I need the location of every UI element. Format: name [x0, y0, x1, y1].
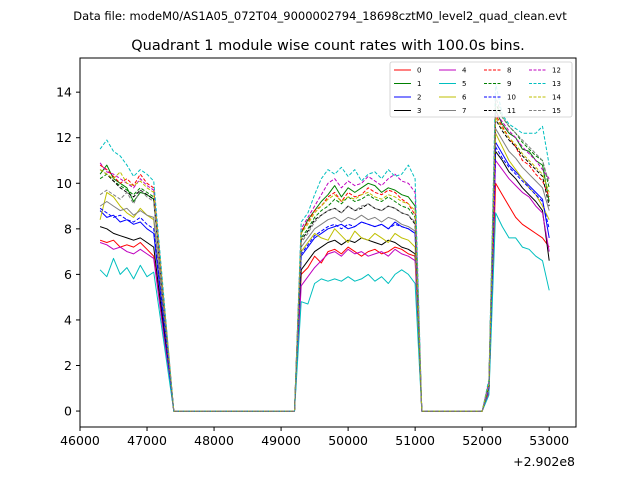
legend-label: 10 — [507, 94, 516, 102]
y-tick-label: 6 — [64, 267, 72, 282]
x-tick-label: 48000 — [194, 433, 234, 448]
x-tick-label: 50000 — [328, 433, 368, 448]
legend-label: 1 — [417, 80, 421, 88]
series-layer — [99, 82, 550, 412]
x-tick-label: 49000 — [261, 433, 301, 448]
legend-label: 8 — [507, 67, 511, 75]
legend-label: 3 — [417, 107, 421, 115]
x-tick-label: 53000 — [529, 433, 569, 448]
x-offset-label: +2.902e8 — [513, 454, 575, 469]
axes-frame — [79, 57, 577, 428]
figure-suptitle: Data file: modeM0/AS1A05_072T04_90000027… — [73, 9, 567, 23]
y-tick-label: 12 — [56, 130, 72, 145]
series-line-12 — [99, 112, 550, 412]
legend-label: 0 — [417, 67, 421, 75]
legend-label: 9 — [507, 80, 511, 88]
legend-label: 2 — [417, 94, 421, 102]
x-tick-label: 51000 — [395, 433, 435, 448]
legend-label: 7 — [462, 107, 466, 115]
y-tick-label: 8 — [64, 221, 72, 236]
y-tick-label: 14 — [56, 85, 72, 100]
y-tick-label: 10 — [56, 176, 72, 191]
legend-label: 4 — [462, 67, 467, 75]
legend-label: 12 — [552, 67, 561, 75]
x-tick-label: 47000 — [127, 433, 167, 448]
chart-title: Quadrant 1 module wise count rates with … — [131, 38, 525, 54]
y-axis: 0 2 4 6 8 10 12 14 — [56, 85, 80, 419]
legend-label: 5 — [462, 80, 466, 88]
x-tick-label: 46000 — [60, 433, 100, 448]
legend-label: 13 — [552, 80, 561, 88]
x-tick-label: 52000 — [462, 433, 502, 448]
y-tick-label: 2 — [64, 358, 72, 373]
legend-label: 15 — [552, 107, 561, 115]
legend-label: 14 — [552, 94, 561, 102]
legend-label: 6 — [462, 94, 467, 102]
series-line-15 — [99, 96, 550, 412]
plot-area — [79, 57, 577, 428]
x-axis: 46000 47000 48000 49000 50000 51000 52000 53000 — [60, 427, 569, 448]
y-tick-label: 0 — [64, 404, 72, 419]
legend-label: 11 — [507, 107, 516, 115]
y-tick-label: 4 — [64, 312, 72, 327]
legend-box — [389, 61, 573, 118]
